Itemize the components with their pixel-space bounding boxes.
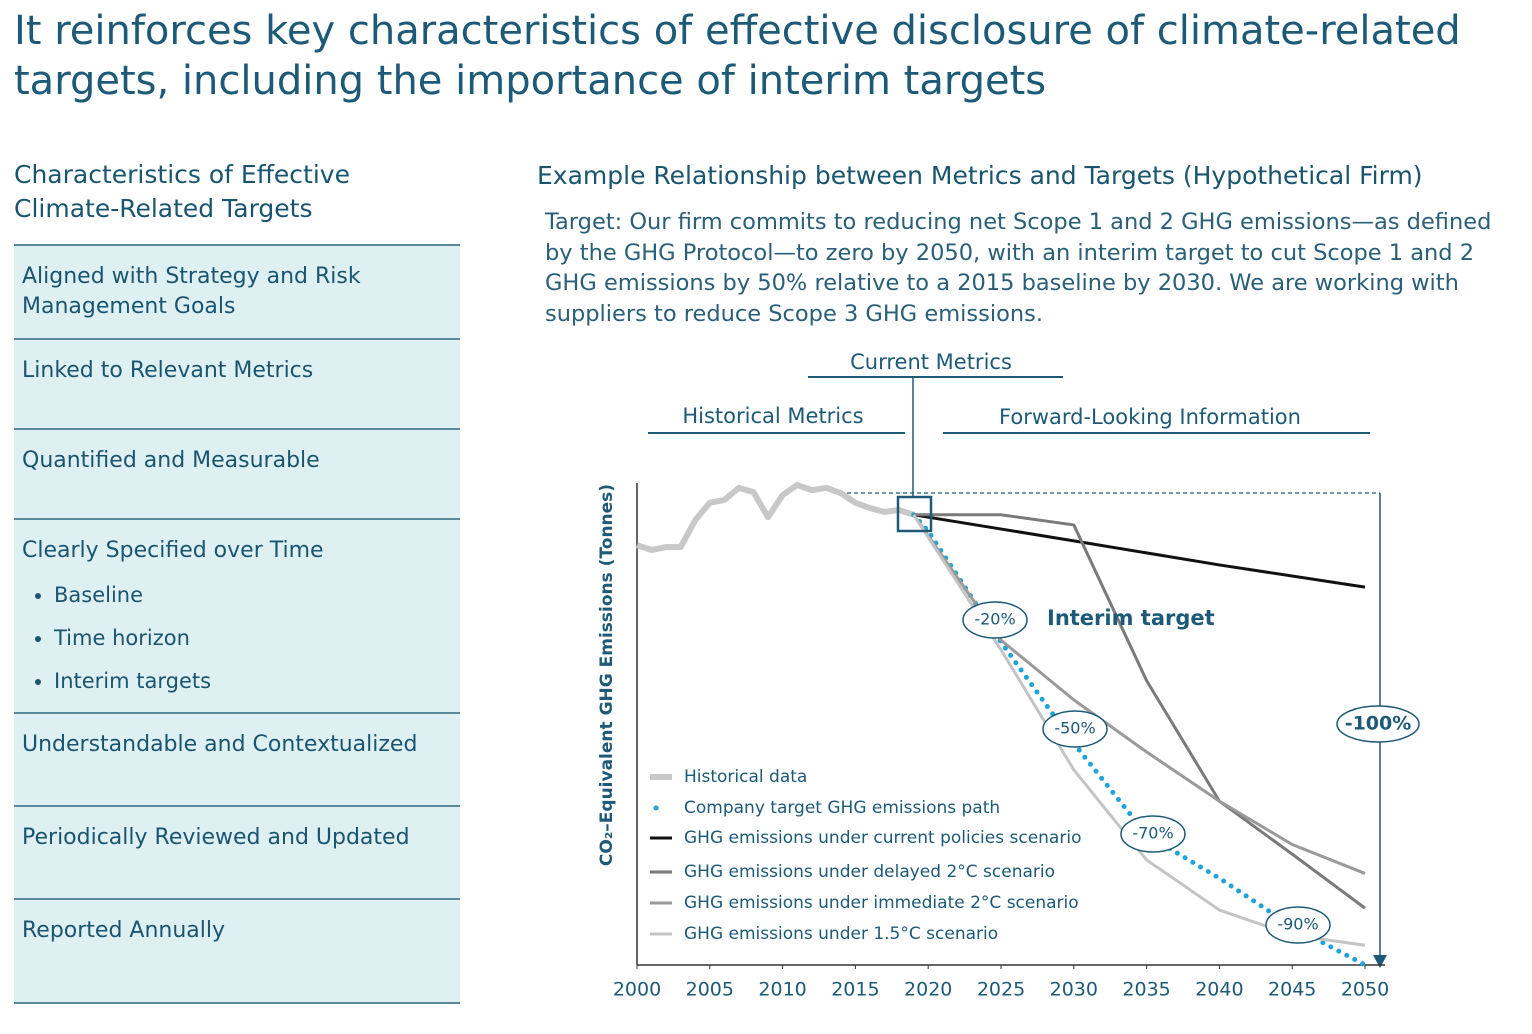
annotation: -100% (1345, 713, 1412, 735)
annotation: Interim target (1047, 606, 1215, 630)
item: Linked to Relevant Metrics (14, 340, 460, 430)
item: Understandable and Contextualized (14, 714, 460, 807)
item-text: Aligned with Strategy and Risk Managemen… (22, 264, 361, 319)
item: Aligned with Strategy and Risk Managemen… (14, 246, 460, 340)
annotation-oval (1336, 705, 1420, 743)
current-box (896, 495, 933, 533)
item-text: Linked to Relevant Metrics (22, 358, 314, 383)
item-text: Understandable and Contextualized (22, 732, 418, 757)
bullet: Time horizon (54, 617, 452, 660)
legend-label: GHG emissions under delayed 2°C scenario (684, 862, 1055, 882)
item-text: Reported Annually (22, 918, 226, 943)
characteristics-list: Aligned with Strategy and Risk Managemen… (14, 244, 460, 1004)
x-tick-label: 2025 (977, 979, 1025, 1001)
bullet: Interim targets (54, 660, 452, 703)
bracket-label: Forward-Looking Information (999, 405, 1301, 429)
item-text: Clearly Specified over Time (22, 538, 324, 563)
item: Quantified and Measurable (14, 430, 460, 520)
x-tick-label: 2035 (1122, 979, 1170, 1001)
x-tick-label: 2005 (686, 979, 734, 1001)
x-tick-label: 2030 (1050, 979, 1098, 1001)
arrow-head (1373, 955, 1387, 968)
bracket-label: Historical Metrics (682, 404, 863, 428)
item: Clearly Specified over Time Baseline Tim… (14, 520, 460, 714)
annotation-oval (1120, 815, 1186, 853)
annotation: -90% (1277, 915, 1318, 934)
y-axis-label: CO₂–Equivalent GHG Emissions (Tonnes) (597, 484, 617, 866)
legend-label: Historical data (684, 767, 807, 787)
series-line (636, 481, 915, 553)
x-tick-label: 2000 (613, 979, 661, 1001)
annotation: -50% (1054, 719, 1095, 738)
item: Periodically Reviewed and Updated (14, 807, 460, 900)
series-line (912, 513, 1366, 875)
annotation-oval (1265, 906, 1331, 944)
chart: Current Metrics Historical Metrics Forward… (597, 350, 1420, 1001)
item-text: Periodically Reviewed and Updated (22, 825, 410, 850)
x-tick-label: 2010 (758, 979, 806, 1001)
annotation-oval (962, 601, 1028, 639)
x-tick-label: 2045 (1268, 979, 1316, 1001)
annotation-oval (1042, 710, 1108, 748)
series-line (913, 513, 1366, 589)
bullet-list: Baseline Time horizon Interim targets (22, 574, 452, 703)
chart-heading: Example Relationship between Metrics and… (537, 161, 1423, 190)
legend-label: GHG emissions under current policies sce… (684, 828, 1081, 848)
bracket-label: Current Metrics (850, 350, 1012, 374)
annotation: -70% (1132, 824, 1173, 843)
x-tick-label: 2040 (1195, 979, 1243, 1001)
x-tick-label: 2050 (1341, 979, 1389, 1001)
item: Reported Annually (14, 900, 460, 1004)
item-text: Quantified and Measurable (22, 448, 320, 473)
bullet: Baseline (54, 574, 452, 617)
x-tick-label: 2020 (904, 979, 952, 1001)
slide-title: It reinforces key characteristics of eff… (14, 8, 1461, 104)
series-line (911, 512, 1368, 968)
legend-label: GHG emissions under immediate 2°C scenar… (684, 893, 1079, 913)
panel-heading: Characteristics of Effective Climate-Rel… (14, 160, 350, 223)
target-text: Target: Our firm commits to reducing net… (545, 209, 1492, 327)
annotation: -20% (974, 610, 1015, 629)
legend-label: GHG emissions under 1.5°C scenario (684, 924, 998, 944)
series-line (913, 513, 1366, 910)
legend-label: Company target GHG emissions path (684, 798, 1000, 818)
x-tick-label: 2015 (831, 979, 879, 1001)
